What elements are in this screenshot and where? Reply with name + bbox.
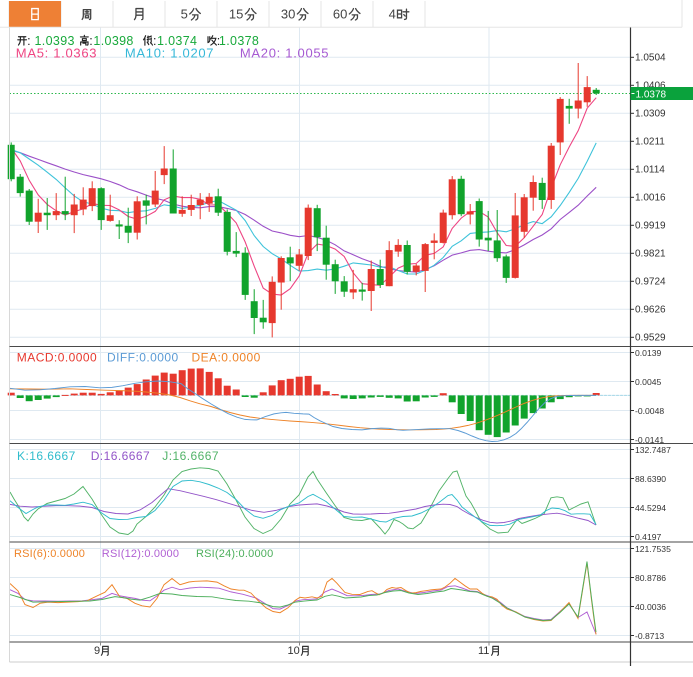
svg-text:DIFF:0.0000: DIFF:0.0000 [107,351,179,365]
svg-text:K:16.6667: K:16.6667 [17,449,76,463]
svg-text:40.0036: 40.0036 [635,602,666,612]
svg-text:DEA:0.0000: DEA:0.0000 [192,351,261,365]
svg-text:44.5294: 44.5294 [635,503,666,513]
svg-text:RSI(12):0.0000: RSI(12):0.0000 [102,548,179,560]
svg-text:-0.0048: -0.0048 [635,406,664,416]
svg-text:MA20: 1.0055: MA20: 1.0055 [240,46,329,61]
svg-text:11: 11 [478,645,489,657]
svg-text:1.0114: 1.0114 [635,165,665,176]
svg-text:88.6390: 88.6390 [635,474,666,484]
svg-text:0.9821: 0.9821 [635,249,666,260]
svg-text:0.0139: 0.0139 [635,348,662,358]
svg-text:1.0504: 1.0504 [635,53,666,64]
svg-text:121.7535: 121.7535 [635,544,671,554]
svg-text:1.0309: 1.0309 [635,109,666,120]
svg-text:-0.0141: -0.0141 [635,435,664,445]
svg-text:MA5: 1.0363: MA5: 1.0363 [16,46,97,61]
svg-text:MACD:0.0000: MACD:0.0000 [17,351,97,365]
svg-text:132.7487: 132.7487 [635,445,671,455]
svg-text:0.9626: 0.9626 [635,305,666,316]
svg-text:J:16.6667: J:16.6667 [162,449,219,463]
svg-text:0.9724: 0.9724 [635,277,666,288]
svg-text:1.0016: 1.0016 [635,193,666,204]
svg-text:80.8786: 80.8786 [635,573,666,583]
svg-text:D:16.6667: D:16.6667 [91,449,150,463]
svg-text:1.0378: 1.0378 [636,89,667,100]
svg-text:0.4197: 0.4197 [635,532,662,542]
svg-text:0.9529: 0.9529 [635,333,666,344]
svg-text:0.9919: 0.9919 [635,221,666,232]
svg-text:10: 10 [288,645,300,657]
svg-text:9: 9 [94,645,100,657]
svg-text:0.0045: 0.0045 [635,377,662,387]
svg-text:-0.8713: -0.8713 [635,631,664,641]
svg-text:RSI(24):0.0000: RSI(24):0.0000 [196,548,273,560]
svg-text:1.0211: 1.0211 [635,137,665,148]
svg-text:MA10: 1.0207: MA10: 1.0207 [125,46,214,61]
svg-text:RSI(6):0.0000: RSI(6):0.0000 [14,548,85,560]
